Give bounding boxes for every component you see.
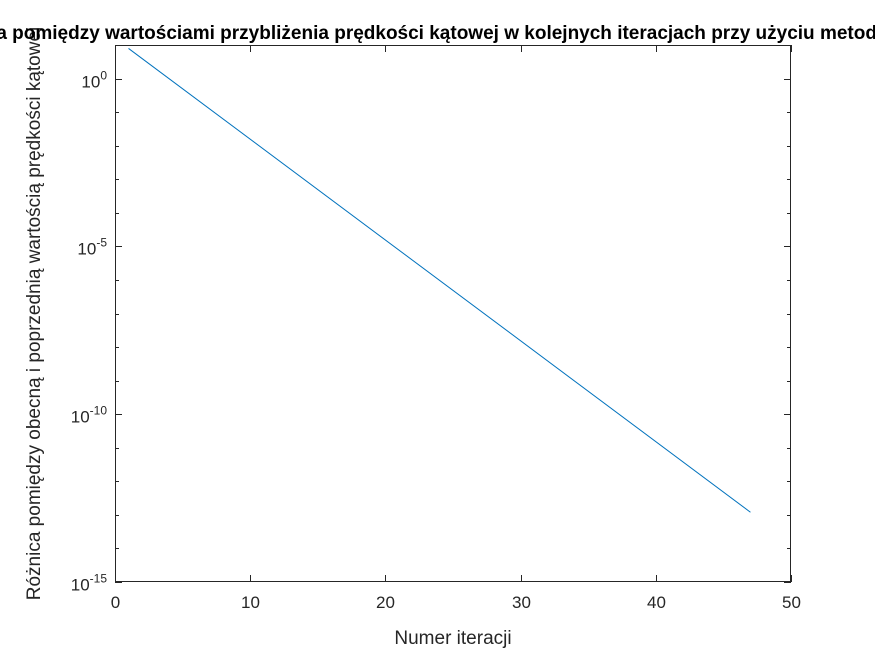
y-axis-label: Różnica pomiędzy obecną i poprzednią war… xyxy=(24,27,45,600)
x-tick-label: 50 xyxy=(782,593,801,612)
series-layer xyxy=(128,48,751,513)
axes-box xyxy=(115,45,791,582)
plot-background xyxy=(115,45,791,582)
y-tick-label: 10-10 xyxy=(71,404,108,427)
axes-frame xyxy=(115,45,791,582)
x-tick-label: 30 xyxy=(512,593,531,612)
ticks-layer xyxy=(115,45,792,583)
labels-layer: 0 10 20 30 40 50 10-15 10-10 10-5 100 Numer iterac… xyxy=(0,23,875,649)
x-tick-label: 40 xyxy=(647,593,666,612)
chart-title: Różnica pomiędzy wartościami przybliżeni… xyxy=(0,23,875,44)
y-tick-label: 10-15 xyxy=(71,572,108,595)
plot-area xyxy=(115,45,791,582)
x-tick-label: 10 xyxy=(241,593,260,612)
y-tick-label: 10-5 xyxy=(77,236,107,259)
x-tick-label: 0 xyxy=(111,593,120,612)
series-line-0 xyxy=(128,48,751,513)
x-tick-label: 20 xyxy=(376,593,395,612)
y-tick-label: 100 xyxy=(81,69,107,92)
x-axis-label: Numer iteracji xyxy=(394,628,511,649)
